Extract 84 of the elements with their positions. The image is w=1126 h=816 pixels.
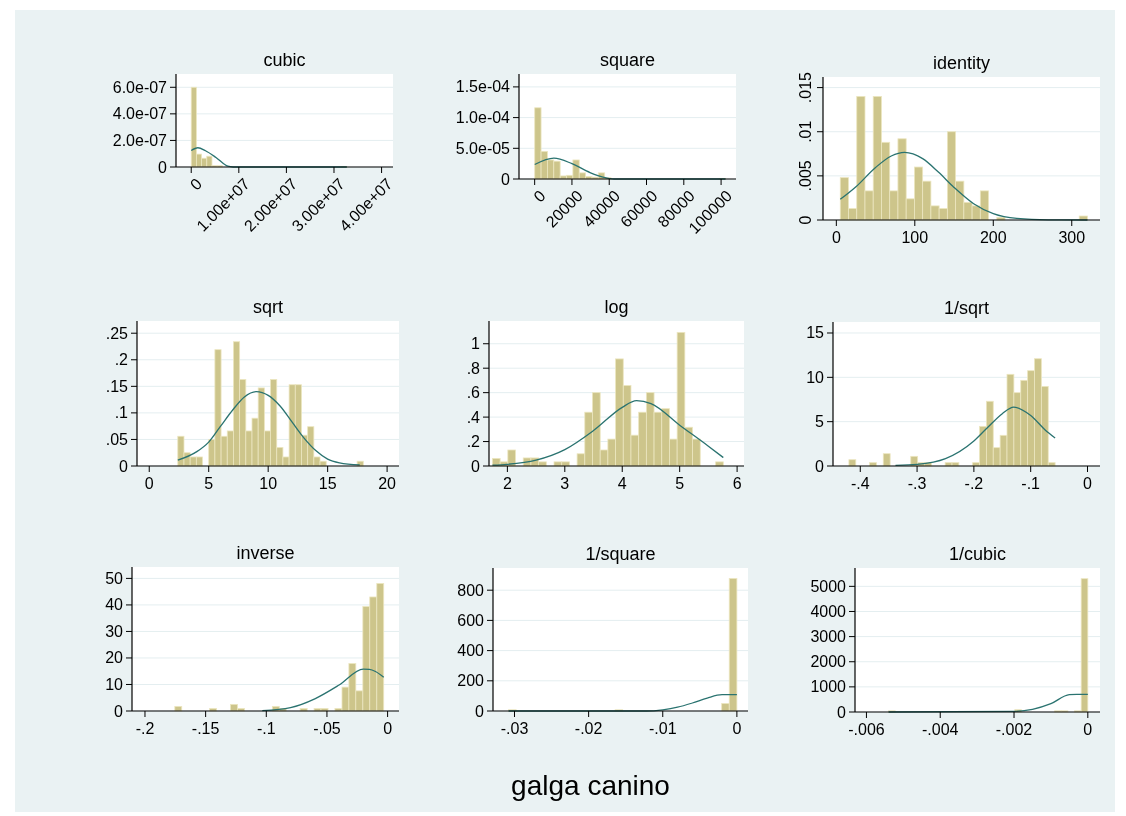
x-tick-label: 200 <box>979 229 1007 246</box>
y-tick-label: 20 <box>105 649 124 667</box>
y-tick-label: 0 <box>119 457 129 475</box>
y-tick-label: 30 <box>105 622 124 640</box>
chart-title: sqrt <box>252 297 284 317</box>
y-tick-label: 1000 <box>810 678 847 696</box>
y-tick-label: 5000 <box>810 577 847 595</box>
chart-title: 1/sqrt <box>943 298 990 318</box>
y-tick-label: 0 <box>471 457 481 475</box>
y-tick-label: .05 <box>105 430 129 448</box>
x-tick-label: 6 <box>732 475 742 492</box>
chart-title: 1/cubic <box>948 544 1007 564</box>
x-tick-label: -.1 <box>1021 475 1041 492</box>
x-tick-label: 0 <box>1083 475 1093 492</box>
y-tick-label: 600 <box>457 611 485 629</box>
y-tick-label: .2 <box>114 351 129 369</box>
x-tick-label: 20 <box>378 475 397 492</box>
y-tick-label: 0 <box>114 702 124 720</box>
x-tick-label: -.2 <box>135 720 155 737</box>
y-tick-label: .01 <box>797 120 814 143</box>
y-tick-label: 5 <box>815 413 825 431</box>
x-tick-label: 0 <box>1083 721 1093 738</box>
y-tick-label: 50 <box>105 569 124 587</box>
y-tick-label: 2.0e-07 <box>112 131 168 149</box>
y-tick-label: 1 <box>471 335 481 353</box>
chart-title: log <box>604 297 629 317</box>
x-tick-label: 0 <box>530 186 549 206</box>
y-tick-label: 10 <box>806 368 825 386</box>
x-tick-label: 0 <box>383 720 393 737</box>
x-tick-label: 3 <box>560 475 570 492</box>
y-tick-label: 0 <box>815 457 825 475</box>
x-tick-label: -.4 <box>850 475 870 492</box>
x-tick-label: -.2 <box>964 475 984 492</box>
x-tick-label: -.15 <box>191 720 220 737</box>
y-tick-label: 0 <box>475 702 485 720</box>
y-tick-label: 6.0e-07 <box>112 78 168 96</box>
y-tick-label: 800 <box>457 581 485 599</box>
x-tick-label: -.01 <box>648 720 677 737</box>
y-tick-label: 40 <box>105 596 124 614</box>
x-tick-label: -.03 <box>500 720 529 737</box>
x-tick-label: 10 <box>259 475 278 492</box>
chart-title: cubic <box>263 50 306 70</box>
x-tick-label: -.3 <box>907 475 927 492</box>
x-tick-label: -.1 <box>256 720 276 737</box>
y-tick-label: 2000 <box>810 653 847 671</box>
x-tick-label: -.004 <box>922 721 959 738</box>
x-tick-label: 100 <box>901 229 929 246</box>
chart-title: inverse <box>236 543 295 563</box>
y-tick-label: .2 <box>466 433 481 451</box>
y-tick-label: 400 <box>457 642 485 660</box>
y-tick-label: 0 <box>158 158 168 176</box>
x-tick-label: 5 <box>675 475 685 492</box>
y-tick-label: .25 <box>105 324 129 342</box>
x-tick-label: -.006 <box>848 721 885 738</box>
y-tick-label: 10 <box>105 675 124 693</box>
x-axis-title: galga canino <box>511 770 670 801</box>
x-tick-label: 15 <box>318 475 337 492</box>
y-tick-label: .4 <box>466 408 481 426</box>
y-tick-label: 5.0e-05 <box>455 139 511 157</box>
y-tick-label: 15 <box>806 324 825 342</box>
x-tick-label: 2 <box>502 475 512 492</box>
chart-title: identity <box>932 53 991 73</box>
y-tick-label: .015 <box>797 71 814 104</box>
x-tick-label: 5 <box>204 475 214 492</box>
x-tick-label: 4 <box>617 475 627 492</box>
y-tick-label: 4000 <box>810 602 847 620</box>
y-tick-label: 0 <box>837 703 847 721</box>
y-tick-label: .8 <box>466 359 481 377</box>
x-tick-label: 0 <box>732 720 742 737</box>
x-tick-label: 300 <box>1058 229 1086 246</box>
x-tick-label: -.002 <box>995 721 1033 738</box>
y-tick-label: .15 <box>105 377 129 395</box>
chart-title: 1/square <box>585 544 656 564</box>
y-tick-label: 3000 <box>810 628 847 646</box>
y-tick-label: 4.0e-07 <box>112 105 168 123</box>
chart-title: square <box>599 50 656 70</box>
y-tick-label: .6 <box>466 384 481 402</box>
y-tick-label: .1 <box>114 404 129 422</box>
y-tick-label: 200 <box>457 672 485 690</box>
y-tick-label: .005 <box>797 160 814 192</box>
x-tick-label: -.05 <box>313 720 341 737</box>
y-tick-label: 1.5e-04 <box>455 78 511 96</box>
x-tick-label: -.02 <box>574 720 603 737</box>
y-tick-label: 1.0e-04 <box>455 109 511 127</box>
